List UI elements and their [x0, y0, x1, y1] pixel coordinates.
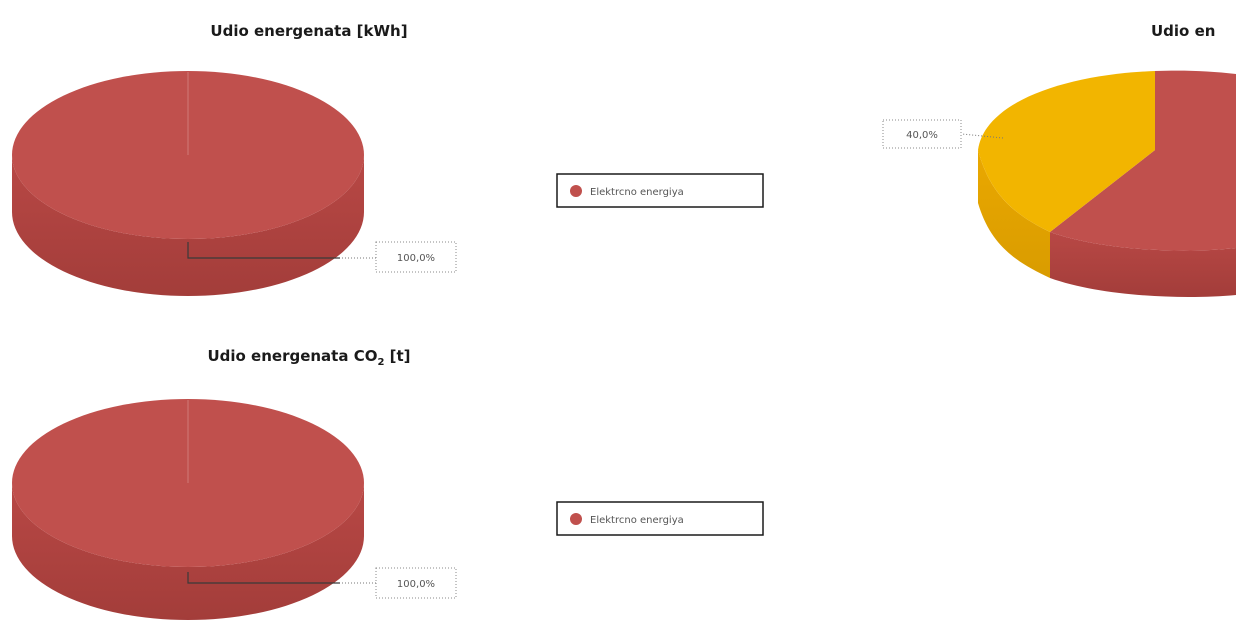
data-label-box-third: [882, 119, 962, 149]
leader-line-co2: [187, 572, 340, 584]
pie-side-yellow: [978, 150, 1050, 278]
chart-title-co2-tail: [t]: [384, 347, 410, 365]
data-label-co2: 100,0%: [397, 579, 435, 590]
pie-chart-kwh: Udio energenata [kWh] 100,0%: [12, 22, 457, 296]
chart-title-third: Udio en: [1151, 22, 1215, 40]
pie-slice-yellow: [978, 71, 1155, 232]
pie-slice-red: [1050, 70, 1236, 251]
pie-chart-co2: Udio energenata CO2 [t] 100,0%: [12, 347, 457, 620]
pie-side-kwh: [12, 155, 364, 296]
pie-side-co2: [12, 483, 364, 620]
legend-box-co2: [556, 501, 764, 536]
data-label-box-co2: [375, 567, 457, 599]
legend-label-kwh: Elektrcno energiya: [590, 187, 684, 198]
chart-title-co2-sub: 2: [377, 357, 384, 368]
legend-box-kwh: [556, 173, 764, 208]
leader-line-kwh: [187, 242, 340, 259]
data-label-kwh: 100,0%: [397, 253, 435, 264]
legend-marker-kwh: [570, 185, 582, 197]
leader-line-third: [961, 133, 1004, 139]
legend-kwh: Elektrcno energiya: [556, 173, 764, 208]
pie-chart-third: Udio en 40,0%: [882, 22, 1236, 297]
data-label-third: 40,0%: [906, 130, 938, 141]
chart-title-co2: Udio energenata CO2 [t]: [207, 347, 410, 368]
legend-label-co2: Elektrcno energiya: [590, 515, 684, 526]
legend-marker-co2: [570, 513, 582, 525]
data-label-box-kwh: [375, 241, 457, 273]
legend-co2: Elektrcno energiya: [556, 501, 764, 536]
chart-title-kwh: Udio energenata [kWh]: [210, 22, 407, 40]
chart-title-co2-main: Udio energenata CO: [207, 347, 377, 365]
pie-side-red: [1050, 232, 1236, 297]
